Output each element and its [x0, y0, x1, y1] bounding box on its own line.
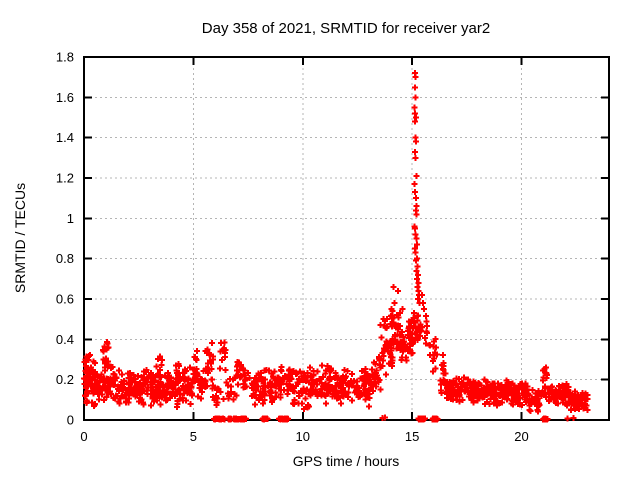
data-points [80, 69, 591, 423]
x-tick-labels: 0 5 10 15 20 [80, 429, 528, 444]
y-tick-labels: 0 0.2 0.4 0.6 0.8 1 1.2 1.4 1.6 1.8 [56, 50, 74, 428]
y-tick-label: 0.2 [56, 372, 74, 387]
y-tick-label: 1.4 [56, 130, 74, 145]
srmtid-point-markers [80, 69, 591, 423]
y-axis-label: SRMTID / TECUs [12, 183, 28, 293]
x-tick-label: 0 [80, 429, 87, 444]
plot-border [83, 56, 610, 421]
x-tick-label: 20 [514, 429, 528, 444]
x-tick-label: 15 [405, 429, 419, 444]
y-tick-label: 1.8 [56, 50, 74, 65]
y-tick-label: 1 [67, 211, 74, 226]
y-tick-label: 0.8 [56, 251, 74, 266]
y-tick-label: 0.4 [56, 332, 74, 347]
chart-title: Day 358 of 2021, SRMTID for receiver yar… [202, 20, 490, 37]
y-tick-label: 0 [67, 413, 74, 428]
y-tick-label: 0.6 [56, 292, 74, 307]
x-axis-label: GPS time / hours [293, 453, 400, 469]
x-tick-label: 5 [190, 429, 197, 444]
y-tick-label: 1.6 [56, 90, 74, 105]
x-tick-label: 10 [296, 429, 310, 444]
y-tick-label: 1.2 [56, 171, 74, 186]
